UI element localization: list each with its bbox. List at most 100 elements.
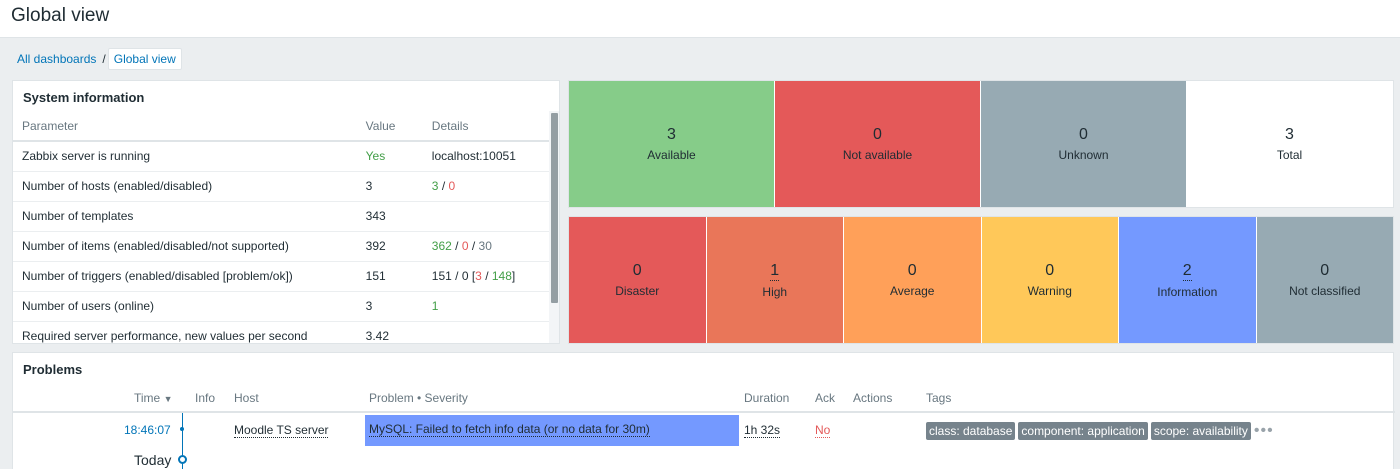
today-label: Today (134, 452, 172, 468)
column-header-problem[interactable]: Problem • Severity (369, 391, 468, 405)
high-count[interactable]: 1 (770, 261, 780, 281)
value-cell: 3.42 (365, 321, 432, 343)
disabled-count: 0 (461, 239, 469, 253)
unknown-count: 0 (1079, 126, 1088, 143)
widget-title: System information (23, 90, 145, 105)
information-label: Information (1157, 284, 1218, 299)
ack-status-link[interactable]: No (815, 423, 831, 438)
table-row: Number of items (enabled/disabled/not su… (13, 231, 551, 262)
host-link[interactable]: Moodle TS server (234, 423, 329, 438)
parameter-cell: Required server performance, new values … (13, 321, 366, 343)
breadcrumb-all-dashboards[interactable]: All dashboards (17, 52, 97, 66)
value-cell: 3 (365, 291, 432, 322)
scrollbar-thumb[interactable] (551, 113, 558, 303)
table-row: Number of triggers (enabled/disabled [pr… (13, 261, 551, 292)
table-row: Number of hosts (enabled/disabled) 3 3 /… (13, 171, 551, 202)
tag-scope-availability[interactable]: scope: availability (1150, 422, 1251, 440)
host-availability-widget: 3 Available 0 Not available 0 Unknown 3 … (568, 80, 1394, 208)
host-availability-available[interactable]: 3 Available (569, 81, 775, 207)
available-label: Available (647, 148, 696, 162)
system-information-widget: System information Parameter Value Detai… (12, 80, 560, 344)
severity-warning[interactable]: 0 Warning (981, 217, 1119, 343)
problem-name-link[interactable]: MySQL: Failed to fetch info data (or no … (369, 422, 650, 437)
parameter-cell: Zabbix server is running (13, 141, 366, 172)
online-count: 1 (431, 299, 439, 313)
column-header-ack: Ack (815, 391, 836, 405)
column-header-time[interactable]: Time ▼ (134, 391, 173, 405)
enabled-count: 362 (431, 239, 452, 253)
header-divider (13, 411, 1395, 413)
disaster-count: 0 (632, 262, 642, 279)
more-tags-icon[interactable]: ••• (1253, 422, 1274, 439)
tags-list: class: database component: application sco… (926, 422, 1274, 440)
duration-value[interactable]: 1h 32s (744, 423, 781, 438)
warning-label: Warning (1027, 284, 1072, 298)
column-header-duration: Duration (744, 391, 790, 405)
value-cell: 3 (365, 171, 432, 202)
details-cell: 1 (431, 291, 551, 322)
column-header-actions: Actions (853, 391, 893, 405)
warning-count: 0 (1045, 262, 1055, 279)
problem-count: 3 (475, 269, 482, 283)
severity-not-classified[interactable]: 0 Not classified (1256, 217, 1393, 343)
value-cell: 343 (365, 201, 432, 232)
value-cell: 392 (365, 231, 432, 262)
breadcrumb-current[interactable]: Global view (107, 48, 182, 70)
page-header: Global view (0, 0, 1400, 38)
column-header-tags: Tags (926, 391, 952, 405)
breadcrumb-separator: / (102, 52, 106, 66)
problem-time-link[interactable]: 18:46:07 (124, 423, 171, 437)
not-classified-label: Not classified (1289, 284, 1361, 298)
parameter-cell: Number of templates (13, 201, 366, 232)
tag-class-database[interactable]: class: database (926, 422, 1016, 440)
value-cell: Yes (365, 141, 432, 172)
severity-disaster[interactable]: 0 Disaster (569, 217, 707, 343)
severity-average[interactable]: 0 Average (844, 217, 982, 343)
host-availability-unknown[interactable]: 0 Unknown (981, 81, 1187, 207)
timeline-line (182, 413, 183, 469)
column-header-host[interactable]: Host (234, 391, 259, 405)
unknown-label: Unknown (1058, 148, 1109, 162)
tag-component-application[interactable]: component: application (1018, 422, 1148, 440)
total-count: 3 (1285, 126, 1294, 143)
enabled-count: 3 (431, 179, 439, 193)
table-row: Number of templates 343 (13, 201, 551, 232)
details-cell (431, 201, 551, 232)
information-count[interactable]: 2 (1182, 261, 1192, 281)
not-available-count: 0 (873, 126, 882, 143)
not-supported-count: 30 (478, 239, 492, 253)
table-row: Number of users (online) 3 1 (13, 291, 551, 322)
details-cell: 151 / 0 [3 / 148] (431, 261, 551, 292)
available-count: 3 (667, 126, 676, 143)
timeline-today-marker (178, 455, 187, 464)
problems-by-severity-widget: 0 Disaster 1 High 0 Average 0 Warning 2 … (568, 216, 1394, 344)
sort-desc-icon: ▼ (163, 394, 173, 404)
breadcrumb: All dashboards / Global view (13, 48, 182, 70)
severity-high[interactable]: 1 High (706, 217, 844, 343)
problems-widget: Problems Time ▼ Info Host Problem • Seve… (12, 352, 1395, 469)
column-header-info: Info (195, 391, 216, 405)
host-availability-total[interactable]: 3 Total (1187, 81, 1393, 207)
not-classified-count: 0 (1320, 262, 1330, 279)
triggers-suffix: ] (511, 269, 516, 283)
time-header-label: Time (134, 391, 161, 405)
parameter-cell: Number of items (enabled/disabled/not su… (13, 231, 366, 262)
column-header-parameter: Parameter (13, 111, 366, 142)
column-header-value: Value (365, 111, 432, 142)
column-header-details: Details (431, 111, 551, 142)
details-cell: 362 / 0 / 30 (431, 231, 551, 262)
average-label: Average (890, 284, 935, 298)
system-info-table: Parameter Value Details Zabbix server is… (13, 111, 551, 343)
average-count: 0 (907, 262, 917, 279)
total-label: Total (1276, 148, 1303, 162)
parameter-cell: Number of triggers (enabled/disabled [pr… (13, 261, 366, 292)
timeline-dot (180, 427, 184, 431)
high-label: High (762, 284, 788, 299)
problem-severity-cell[interactable]: MySQL: Failed to fetch info data (or no … (365, 415, 739, 446)
widget-title: Problems (23, 362, 83, 377)
disaster-label: Disaster (615, 284, 660, 298)
severity-information[interactable]: 2 Information (1119, 217, 1257, 343)
host-availability-not-available[interactable]: 0 Not available (775, 81, 981, 207)
ok-count: 148 (491, 269, 512, 283)
parameter-cell: Number of users (online) (13, 291, 366, 322)
